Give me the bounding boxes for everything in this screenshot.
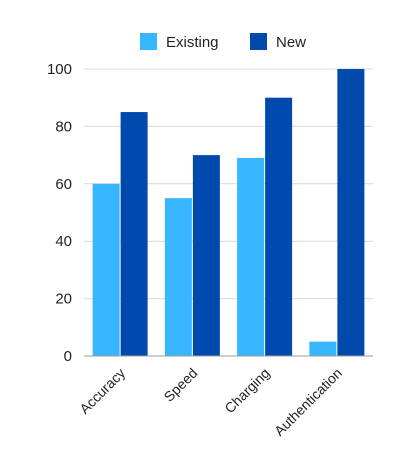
y-tick-label: 40: [55, 233, 72, 250]
bars: [92, 69, 365, 356]
bar-new-speed: [192, 155, 220, 356]
legend-label-new: New: [276, 34, 306, 51]
legend-swatch-new: [250, 33, 267, 50]
bar-existing-charging: [237, 157, 265, 356]
y-tick-label: 60: [55, 176, 72, 193]
bar-existing-authentication: [309, 341, 337, 356]
bar-existing-speed: [164, 198, 192, 356]
legend-swatch-existing: [140, 33, 157, 50]
bar-new-charging: [265, 97, 293, 356]
y-tick-label: 20: [55, 291, 72, 308]
x-tick-label: Authentication: [271, 365, 345, 439]
x-tick-label: Speed: [161, 365, 201, 405]
legend: Existing New: [140, 33, 306, 51]
y-tick-label: 80: [55, 118, 72, 135]
legend-label-existing: Existing: [166, 34, 219, 51]
x-tick-label: Charging: [221, 365, 272, 416]
x-tick-label: Accuracy: [76, 365, 128, 417]
bar-existing-accuracy: [92, 183, 120, 356]
y-tick-label: 0: [64, 348, 72, 365]
y-tick-label: 100: [47, 61, 72, 78]
bar-new-accuracy: [120, 112, 148, 356]
bar-new-authentication: [337, 69, 365, 356]
